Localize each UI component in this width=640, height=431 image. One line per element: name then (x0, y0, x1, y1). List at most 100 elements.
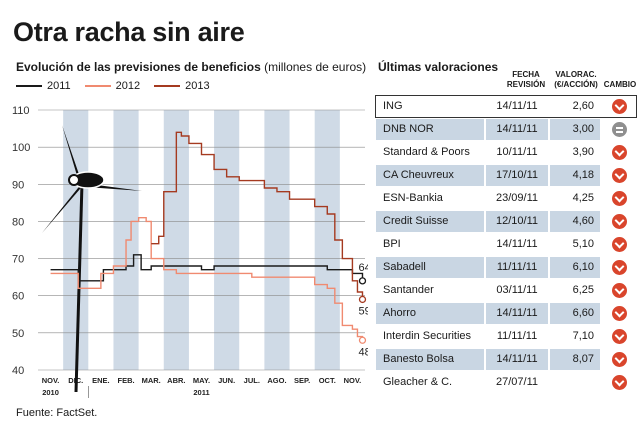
row-value: 2,60 (550, 96, 600, 117)
series-end-label: 48 (358, 346, 368, 358)
row-change (605, 142, 635, 163)
series-end-label: 59 (358, 305, 368, 317)
table-row: BPI 14/11/11 5,10 (376, 234, 636, 255)
series-end-marker (358, 295, 367, 304)
table-row: Credit Suisse 12/10/11 4,60 (376, 211, 636, 232)
y-tick-label: 80 (12, 216, 24, 228)
main-title: Otra racha sin aire (13, 17, 245, 47)
row-date: 27/07/11 (486, 372, 548, 393)
row-value: 8,07 (550, 349, 600, 370)
y-tick-label: 40 (12, 365, 24, 377)
x-tick-label: FEB. (117, 376, 134, 385)
row-name: DNB NOR (376, 119, 484, 140)
table-row: ESN-Bankia 23/09/11 4,25 (376, 188, 636, 209)
x-tick-label: JUL. (244, 376, 260, 385)
turbine-tower (74, 182, 84, 393)
row-date: 14/11/11 (486, 349, 548, 370)
arrow-down-icon (612, 145, 627, 160)
row-value: 5,10 (550, 234, 600, 255)
row-name: Sabadell (376, 257, 484, 278)
row-change (605, 234, 635, 255)
y-tick-label: 60 (12, 291, 24, 303)
row-date: 14/11/11 (486, 119, 548, 140)
chart-title-text: Evolución de las previsiones de benefici… (16, 60, 261, 74)
x-tick-label: NOV. (344, 376, 362, 385)
row-name: Gleacher & C. (376, 372, 484, 393)
arrow-down-icon (612, 260, 627, 275)
legend-label-2013: 2013 (185, 80, 210, 92)
table-row: Gleacher & C. 27/07/11 (376, 372, 636, 393)
turbine-hub (68, 174, 80, 186)
arrow-down-icon (612, 168, 627, 183)
row-date: 11/11/11 (486, 326, 548, 347)
y-tick-label: 70 (12, 254, 24, 266)
table-row: Standard & Poors 10/11/11 3,90 (376, 142, 636, 163)
month-band (214, 110, 240, 370)
table-row: Sabadell 11/11/11 6,10 (376, 257, 636, 278)
year-label: 2010 (42, 388, 59, 397)
series-line-2013 (151, 131, 364, 300)
turbine-blade (62, 125, 82, 183)
chart-legend: 2011 2012 2013 (16, 80, 210, 92)
row-change (605, 119, 635, 140)
line-chart: 405060708090100110NOV.DIC.ENE.FEB.MAR.AB… (12, 105, 368, 398)
x-tick-label: AGO. (267, 376, 286, 385)
arrow-down-icon (612, 99, 627, 114)
arrow-down-icon (612, 306, 627, 321)
row-date: 12/10/11 (486, 211, 548, 232)
column-header-value: VALORAC. (€/ACCIÓN) (554, 70, 598, 89)
table-row: Santander 03/11/11 6,25 (376, 280, 636, 301)
y-tick-label: 100 (12, 142, 30, 154)
series-end-marker (358, 277, 367, 285)
x-tick-label: MAR. (142, 376, 161, 385)
legend-swatch-2013 (154, 85, 181, 87)
month-band (63, 110, 89, 370)
chart-unit: (millones de euros) (264, 60, 367, 74)
table-row: Interdin Securities 11/11/11 7,10 (376, 326, 636, 347)
row-value: 6,10 (550, 257, 600, 278)
row-name: Ahorro (376, 303, 484, 324)
arrow-down-icon (612, 237, 627, 252)
table-row: DNB NOR 14/11/11 3,00 (376, 119, 636, 140)
row-value: 3,90 (550, 142, 600, 163)
row-value (550, 372, 600, 393)
row-name: Credit Suisse (376, 211, 484, 232)
row-name: Banesto Bolsa (376, 349, 484, 370)
row-name: Standard & Poors (376, 142, 484, 163)
year-label: 2011 (193, 388, 209, 397)
x-tick-label: NOV. (42, 376, 60, 385)
column-header-date: FECHA REVISIÓN (506, 70, 546, 89)
legend-item-2011: 2011 (16, 80, 71, 92)
row-change (605, 326, 635, 347)
row-change (605, 211, 635, 232)
series-line-2012 (50, 217, 364, 341)
table-row: CA Cheuvreux 17/10/11 4,18 (376, 165, 636, 186)
arrow-down-icon (612, 191, 627, 206)
row-change (605, 349, 635, 370)
legend-item-2012: 2012 (84, 80, 140, 92)
arrow-down-icon (612, 214, 627, 229)
row-date: 14/11/11 (486, 96, 548, 117)
row-value: 7,10 (550, 326, 600, 347)
row-date: 14/11/11 (486, 303, 548, 324)
row-value: 3,00 (550, 119, 600, 140)
row-value: 6,60 (550, 303, 600, 324)
legend-swatch-2011 (16, 85, 42, 87)
turbine-blade (42, 183, 82, 233)
row-change (605, 165, 635, 186)
row-value: 4,18 (550, 165, 600, 186)
arrow-down-icon (612, 352, 627, 367)
x-tick-label: MAY. (193, 376, 210, 385)
series-end-marker (358, 336, 367, 344)
row-value: 4,60 (550, 211, 600, 232)
table-row: ING 14/11/11 2,60 (375, 95, 637, 118)
row-value: 4,25 (550, 188, 600, 209)
table-row: Ahorro 14/11/11 6,60 (376, 303, 636, 324)
row-name: BPI (376, 234, 484, 255)
row-date: 03/11/11 (486, 280, 548, 301)
row-date: 11/11/11 (486, 257, 548, 278)
row-name: ING (376, 96, 484, 117)
row-name: ESN-Bankia (376, 188, 484, 209)
column-header-change: CAMBIO (603, 80, 637, 89)
row-date: 14/11/11 (486, 234, 548, 255)
